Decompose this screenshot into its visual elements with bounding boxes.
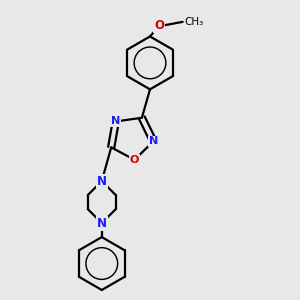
Text: CH₃: CH₃ <box>184 17 203 27</box>
Text: N: N <box>149 136 158 146</box>
Text: N: N <box>97 175 107 188</box>
Text: N: N <box>111 116 120 126</box>
Text: N: N <box>97 217 107 230</box>
Text: O: O <box>130 155 139 165</box>
Text: O: O <box>154 19 164 32</box>
